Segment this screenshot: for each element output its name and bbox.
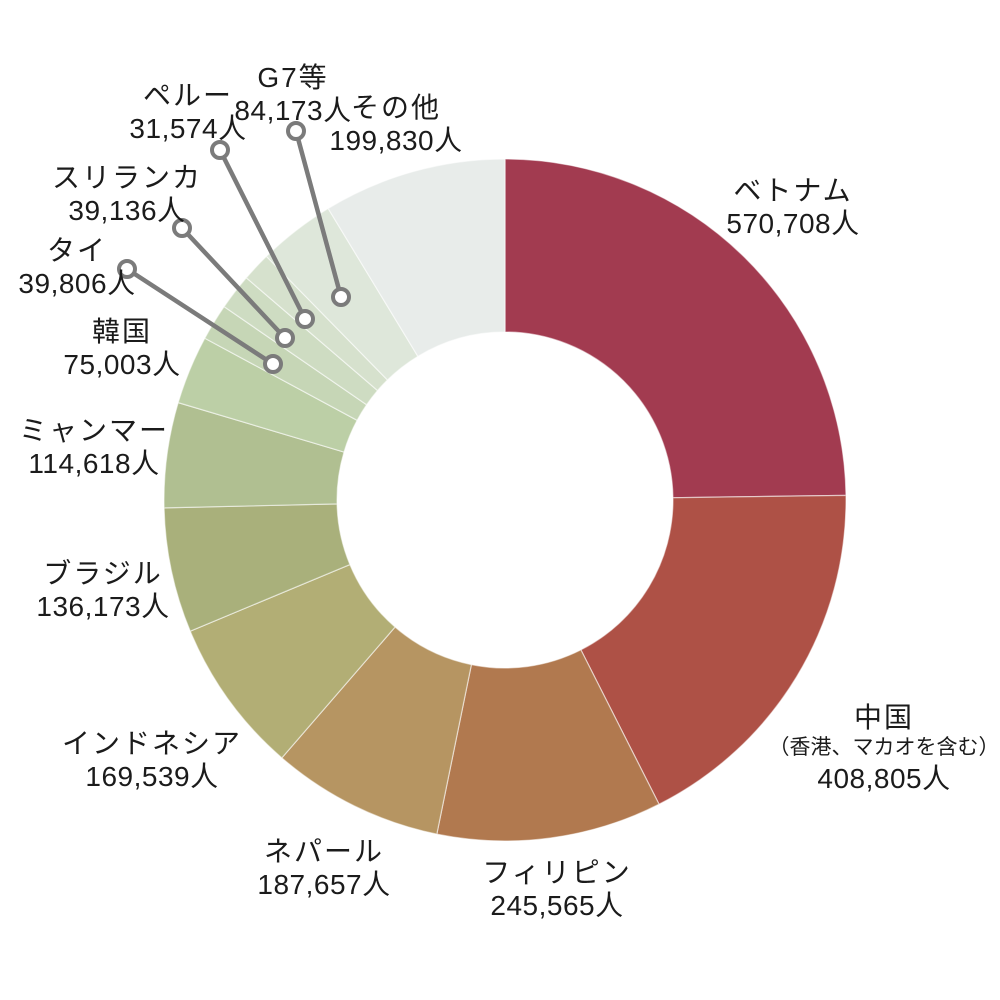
slice-value-vietnam: 570,708人 bbox=[726, 208, 860, 239]
slice-label-myanmar: ミャンマー 114,618人 bbox=[19, 414, 169, 480]
slice-label-indonesia: インドネシア 169,539人 bbox=[62, 727, 242, 793]
slice-name-philippines: フィリピン bbox=[482, 857, 632, 888]
slice-value-thailand: 39,806人 bbox=[18, 268, 136, 299]
slice-value-brazil: 136,173人 bbox=[36, 591, 170, 622]
donut-slice-china bbox=[580, 494, 847, 805]
slice-name-others: その他 bbox=[350, 92, 441, 123]
leader-dot-sri-lanka-slice-end bbox=[275, 328, 295, 348]
slice-label-thailand: タイ 39,806人 bbox=[18, 234, 135, 300]
slice-name-south-korea: 韓国 bbox=[91, 316, 152, 347]
leader-line-peru bbox=[217, 147, 308, 322]
slice-label-sri-lanka: スリランカ 39,136人 bbox=[52, 161, 202, 227]
slice-name-indonesia: インドネシア bbox=[61, 728, 243, 759]
leader-line-sri-lanka bbox=[179, 225, 288, 341]
leader-dot-g7-etc-slice-end bbox=[331, 287, 351, 307]
slice-label-nepal: ネパール 187,657人 bbox=[257, 835, 390, 901]
slice-value-indonesia: 169,539人 bbox=[85, 761, 219, 792]
slice-value-philippines: 245,565人 bbox=[490, 890, 624, 921]
slice-value-g7-etc: 84,173人 bbox=[234, 95, 352, 126]
leader-dot-g7-etc-label-end bbox=[286, 121, 306, 141]
leader-dot-thailand-label-end bbox=[117, 259, 137, 279]
slice-value-nepal: 187,657人 bbox=[257, 869, 391, 900]
leader-line-g7-etc bbox=[293, 128, 344, 300]
slice-value-china: 408,805人 bbox=[817, 763, 951, 794]
slice-name-vietnam: ベトナム bbox=[733, 175, 853, 206]
slice-value-south-korea: 75,003人 bbox=[63, 349, 181, 380]
slice-name-g7-etc: G7等 bbox=[257, 62, 329, 93]
leader-dot-sri-lanka-label-end bbox=[172, 218, 192, 238]
slice-value-peru: 31,574人 bbox=[129, 113, 247, 144]
slice-value-sri-lanka: 39,136人 bbox=[68, 195, 186, 226]
leader-dot-peru-slice-end bbox=[295, 309, 315, 329]
slice-name-sri-lanka: スリランカ bbox=[51, 162, 203, 193]
slice-label-vietnam: ベトナム 570,708人 bbox=[726, 174, 859, 240]
slice-value-others: 199,830人 bbox=[329, 125, 463, 156]
slice-label-china: 中国 （香港、マカオを含む） 408,805人 bbox=[769, 701, 1000, 795]
donut-slice-vietnam bbox=[504, 158, 847, 499]
slice-value-myanmar: 114,618人 bbox=[28, 448, 160, 479]
slice-name-nepal: ネパール bbox=[263, 836, 384, 867]
slice-label-philippines: フィリピン 245,565人 bbox=[482, 856, 631, 922]
slice-label-brazil: ブラジル 136,173人 bbox=[36, 557, 169, 623]
slice-name-brazil: ブラジル bbox=[43, 558, 163, 589]
leader-dot-thailand-slice-end bbox=[263, 354, 283, 374]
slice-subtitle-china: （香港、マカオを含む） bbox=[768, 736, 1000, 759]
slice-label-peru: ペルー 31,574人 bbox=[129, 79, 246, 145]
leader-dot-peru-label-end bbox=[210, 140, 230, 160]
slice-name-myanmar: ミャンマー bbox=[18, 415, 170, 446]
slice-label-g7-etc: G7等 84,173人 bbox=[234, 61, 351, 127]
slice-name-thailand: タイ bbox=[46, 235, 107, 266]
slice-name-peru: ペルー bbox=[142, 80, 233, 111]
donut-slice-others bbox=[327, 158, 506, 357]
slice-name-china: 中国 bbox=[853, 702, 914, 733]
leader-line-thailand bbox=[124, 266, 276, 367]
slice-label-others: その他 199,830人 bbox=[329, 91, 462, 157]
slice-label-south-korea: 韓国 75,003人 bbox=[63, 315, 180, 381]
